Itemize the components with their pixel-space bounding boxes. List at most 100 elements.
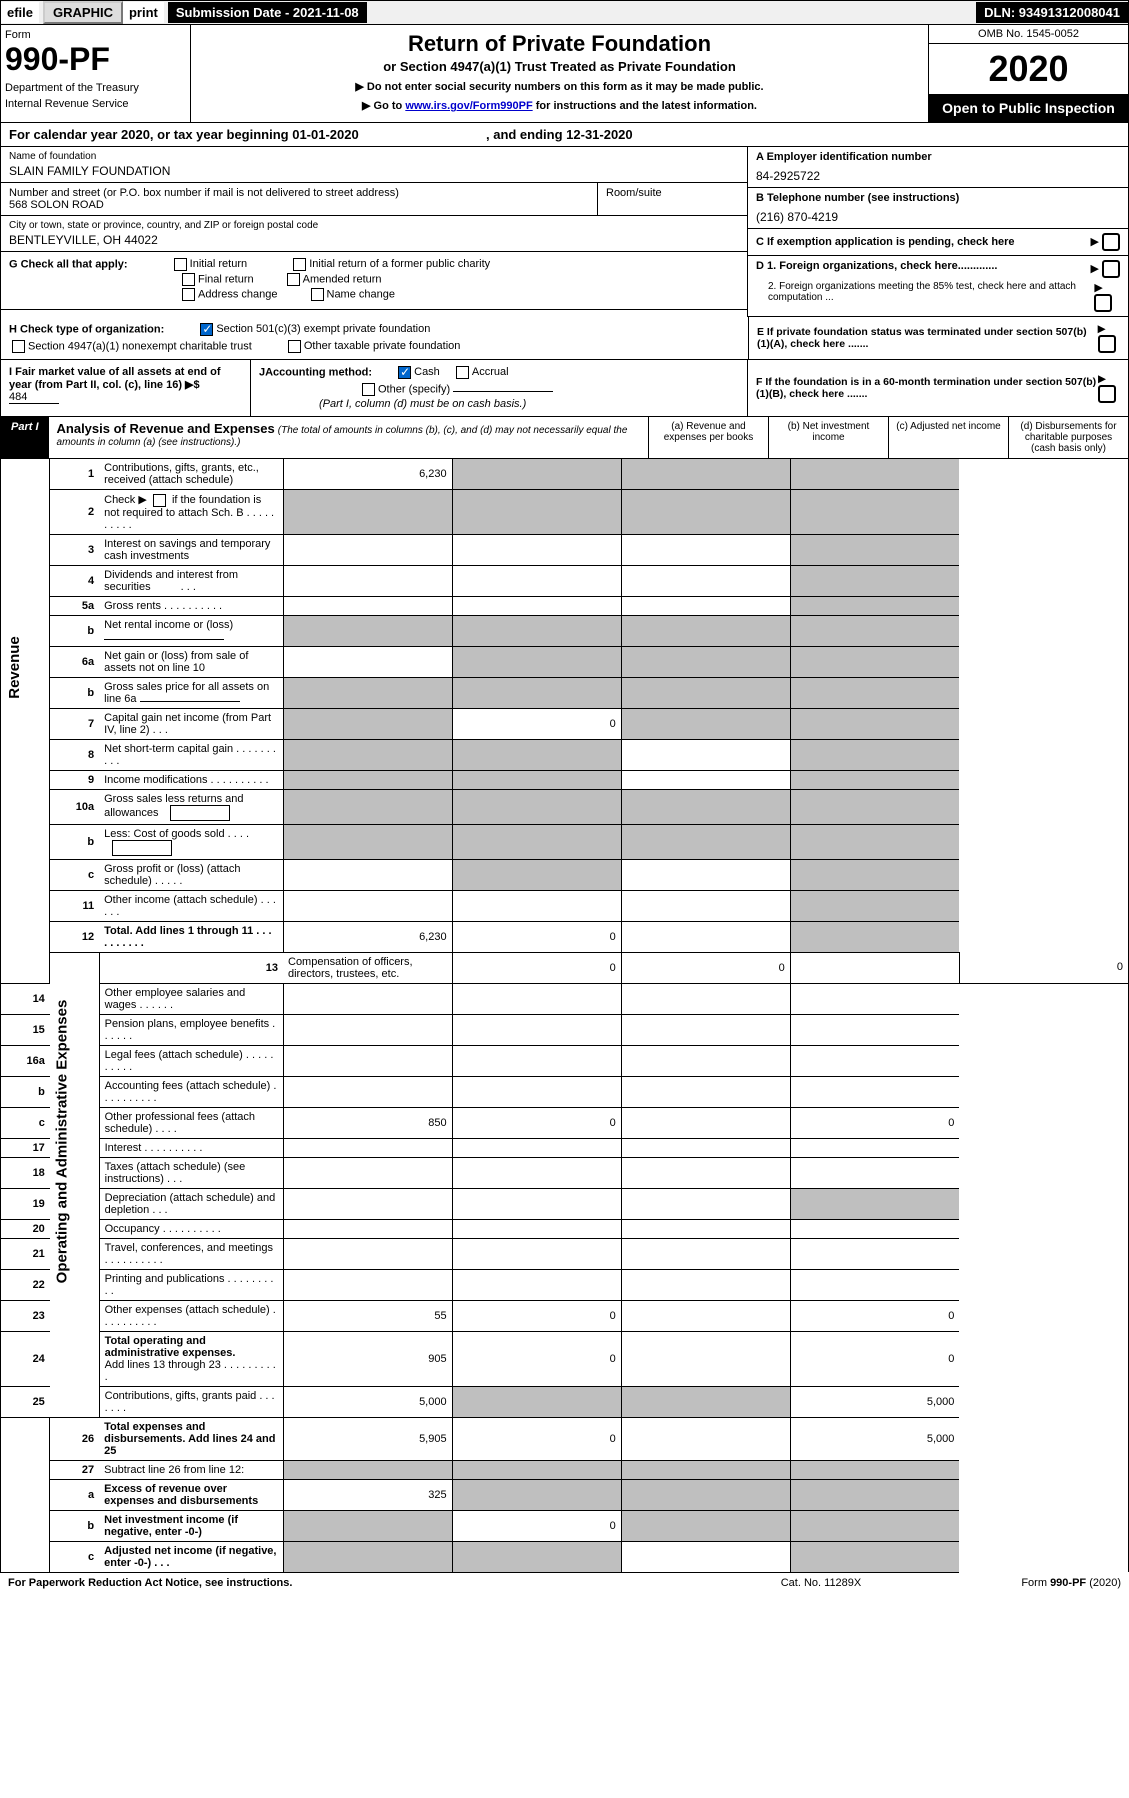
form-header: Form 990-PF Department of the Treasury I…	[0, 25, 1129, 123]
dept-irs: Internal Revenue Service	[5, 98, 186, 110]
line27b-desc: Net investment income (if negative, ente…	[99, 1510, 283, 1541]
line26-d: 5,000	[790, 1417, 959, 1460]
header-right: OMB No. 1545-0052 2020 Open to Public In…	[928, 25, 1128, 122]
e-label: E If private foundation status was termi…	[757, 326, 1098, 350]
table-row: 10aGross sales less returns and allowanc…	[1, 789, 1129, 824]
graphic-button[interactable]: GRAPHIC	[43, 1, 123, 24]
chk-amended[interactable]	[287, 273, 300, 286]
line15-desc: Pension plans, employee benefits	[105, 1018, 270, 1030]
table-row: bLess: Cost of goods sold . . . .	[1, 824, 1129, 859]
g-name-chg: Name change	[327, 288, 396, 300]
chk-initial-return[interactable]	[174, 258, 187, 271]
ein-value: 84-2925722	[756, 169, 1120, 183]
info-grid: Name of foundation SLAIN FAMILY FOUNDATI…	[0, 147, 1129, 317]
line24-desc: Total operating and administrative expen…	[105, 1335, 236, 1359]
line2-desc-a: Check ▶	[104, 494, 147, 506]
chk-foreign-org[interactable]	[1102, 260, 1120, 278]
g-initial: Initial return	[190, 258, 247, 270]
table-row: 26Total expenses and disbursements. Add …	[1, 1417, 1129, 1460]
table-row: 12Total. Add lines 1 through 116,2300	[1, 921, 1129, 952]
f-label: F If the foundation is in a 60-month ter…	[756, 376, 1098, 400]
g-addr-chg: Address change	[198, 288, 278, 300]
d2-label: 2. Foreign organizations meeting the 85%…	[756, 281, 1094, 312]
line16c-desc: Other professional fees (attach schedule…	[105, 1111, 255, 1135]
room-label: Room/suite	[606, 187, 739, 199]
chk-addr-change[interactable]	[182, 288, 195, 301]
print-label[interactable]: print	[123, 2, 164, 23]
line16c-a: 850	[283, 1107, 452, 1138]
revenue-label: Revenue	[6, 636, 23, 699]
h-label: H Check type of organization:	[9, 323, 164, 335]
chk-60month[interactable]	[1098, 385, 1116, 403]
chk-other-method[interactable]	[362, 383, 375, 396]
line14-desc: Other employee salaries and wages	[105, 987, 246, 1011]
line10c-desc: Gross profit or (loss) (attach schedule)	[104, 863, 240, 887]
table-row: 8Net short-term capital gain	[1, 739, 1129, 770]
chk-501c3[interactable]	[200, 323, 213, 336]
table-row: 18Taxes (attach schedule) (see instructi…	[1, 1157, 1129, 1188]
g-initial-former: Initial return of a former public charit…	[309, 258, 490, 270]
chk-other-taxable[interactable]	[288, 340, 301, 353]
table-row: 3Interest on savings and temporary cash …	[1, 534, 1129, 565]
col-a-head: (a) Revenue and expenses per books	[648, 417, 768, 458]
line23-d: 0	[790, 1300, 959, 1331]
chk-terminated[interactable]	[1098, 335, 1116, 353]
table-row: 17Interest	[1, 1138, 1129, 1157]
line16b-desc: Accounting fees (attach schedule)	[105, 1080, 271, 1092]
opadmin-label: Operating and Administrative Expenses	[54, 999, 71, 1283]
col-c-head: (c) Adjusted net income	[888, 417, 1008, 458]
info-left: Name of foundation SLAIN FAMILY FOUNDATI…	[1, 147, 748, 317]
line16c-d: 0	[790, 1107, 959, 1138]
table-row: bGross sales price for all assets on lin…	[1, 677, 1129, 708]
line17-desc: Interest	[105, 1142, 142, 1154]
line1-desc: Contributions, gifts, grants, etc., rece…	[99, 459, 283, 490]
table-row: 9Income modifications	[1, 770, 1129, 789]
line25-desc: Contributions, gifts, grants paid	[105, 1390, 257, 1402]
g-amended: Amended return	[303, 273, 382, 285]
line4-desc: Dividends and interest from securities	[104, 569, 238, 593]
line25-a: 5,000	[283, 1386, 452, 1417]
table-row: 14Other employee salaries and wages . . …	[1, 983, 1129, 1014]
table-row: Revenue1Contributions, gifts, grants, et…	[1, 459, 1129, 490]
chk-exemption-pending[interactable]	[1102, 233, 1120, 251]
dln-label: DLN: 93491312008041	[976, 2, 1128, 23]
line12-b: 0	[452, 921, 621, 952]
instr-goto-prefix: ▶ Go to	[362, 100, 405, 112]
efile-label: efile	[1, 2, 39, 23]
city-label: City or town, state or province, country…	[9, 220, 739, 231]
chk-foreign-85[interactable]	[1094, 294, 1112, 312]
chk-sch-b[interactable]	[153, 494, 166, 507]
j-other: Other (specify)	[378, 383, 450, 395]
table-row: 24Total operating and administrative exp…	[1, 1331, 1129, 1386]
dept-treasury: Department of the Treasury	[5, 82, 186, 94]
j-label: JAccounting method:	[259, 366, 372, 378]
footer: For Paperwork Reduction Act Notice, see …	[0, 1573, 1129, 1593]
c-label: C If exemption application is pending, c…	[756, 236, 1015, 248]
table-row: 6aNet gain or (loss) from sale of assets…	[1, 646, 1129, 677]
part1-header: Part I Analysis of Revenue and Expenses …	[0, 417, 1129, 459]
chk-accrual[interactable]	[456, 366, 469, 379]
chk-initial-former[interactable]	[293, 258, 306, 271]
chk-4947a1[interactable]	[12, 340, 25, 353]
instr-link[interactable]: www.irs.gov/Form990PF	[405, 100, 532, 112]
part1-title: Analysis of Revenue and Expenses	[57, 421, 275, 436]
g-final: Final return	[198, 273, 254, 285]
line12-a: 6,230	[283, 921, 452, 952]
table-row: 22Printing and publications	[1, 1269, 1129, 1300]
top-bar: efile GRAPHIC print Submission Date - 20…	[0, 0, 1129, 25]
chk-cash[interactable]	[398, 366, 411, 379]
line24b-desc: Add lines 13 through 23	[105, 1359, 221, 1371]
table-row: 4Dividends and interest from securities.…	[1, 565, 1129, 596]
line9-desc: Income modifications	[104, 774, 207, 786]
line13-b: 0	[621, 952, 790, 983]
line6a-desc: Net gain or (loss) from sale of assets n…	[99, 646, 283, 677]
line13-desc: Compensation of officers, directors, tru…	[283, 952, 452, 983]
chk-name-change[interactable]	[311, 288, 324, 301]
line12-desc: Total. Add lines 1 through 11	[104, 925, 253, 937]
calendar-year-line: For calendar year 2020, or tax year begi…	[0, 123, 1129, 147]
chk-final[interactable]	[182, 273, 195, 286]
name-label: Name of foundation	[9, 151, 739, 162]
open-public: Open to Public Inspection	[929, 94, 1128, 122]
line23-b: 0	[452, 1300, 621, 1331]
h-opt1: Section 501(c)(3) exempt private foundat…	[216, 323, 430, 335]
